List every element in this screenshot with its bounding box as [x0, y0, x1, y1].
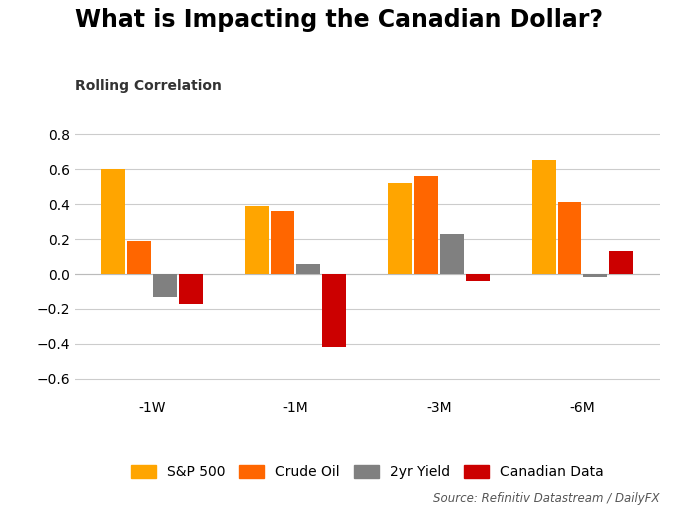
Bar — [153, 274, 177, 297]
Bar — [245, 206, 269, 274]
Bar — [532, 161, 556, 274]
Bar — [609, 251, 633, 274]
Bar — [466, 274, 490, 281]
Bar — [296, 264, 320, 274]
Text: Source: Refinitiv Datastream / DailyFX: Source: Refinitiv Datastream / DailyFX — [433, 492, 660, 505]
Bar — [558, 202, 581, 274]
Legend: S&P 500, Crude Oil, 2yr Yield, Canadian Data: S&P 500, Crude Oil, 2yr Yield, Canadian … — [131, 465, 604, 479]
Bar — [388, 183, 412, 274]
Text: What is Impacting the Canadian Dollar?: What is Impacting the Canadian Dollar? — [75, 8, 602, 31]
Bar — [179, 274, 203, 304]
Bar — [127, 241, 151, 274]
Bar — [414, 176, 438, 274]
Bar — [322, 274, 346, 347]
Bar — [440, 234, 464, 274]
Bar — [271, 211, 294, 274]
Text: Rolling Correlation: Rolling Correlation — [75, 79, 222, 93]
Bar — [101, 169, 125, 274]
Bar — [583, 274, 607, 277]
